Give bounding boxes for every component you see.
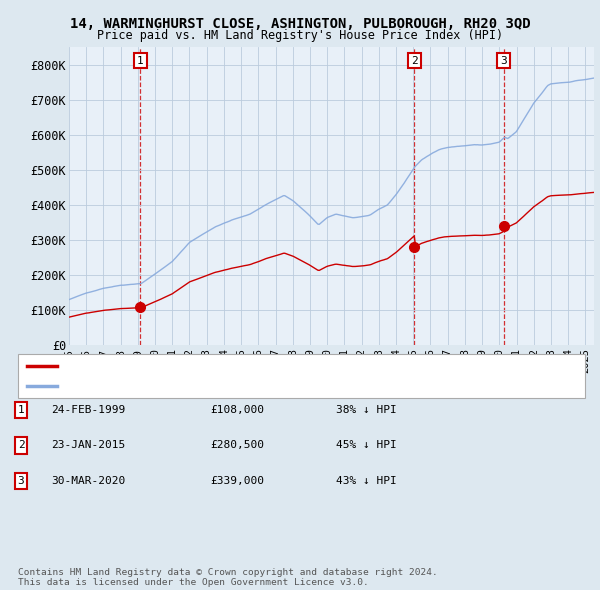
Text: £108,000: £108,000 bbox=[210, 405, 264, 415]
Text: Contains HM Land Registry data © Crown copyright and database right 2024.
This d: Contains HM Land Registry data © Crown c… bbox=[18, 568, 438, 587]
Text: 3: 3 bbox=[500, 55, 507, 65]
Text: £339,000: £339,000 bbox=[210, 476, 264, 486]
Text: 38% ↓ HPI: 38% ↓ HPI bbox=[336, 405, 397, 415]
Text: 1: 1 bbox=[137, 55, 144, 65]
Text: HPI: Average price, detached house, Horsham: HPI: Average price, detached house, Hors… bbox=[63, 381, 316, 391]
Text: 14, WARMINGHURST CLOSE, ASHINGTON, PULBOROUGH, RH20 3QD (detached house): 14, WARMINGHURST CLOSE, ASHINGTON, PULBO… bbox=[63, 362, 486, 371]
Text: 3: 3 bbox=[17, 476, 25, 486]
Text: 23-JAN-2015: 23-JAN-2015 bbox=[51, 441, 125, 450]
Text: £280,500: £280,500 bbox=[210, 441, 264, 450]
Text: 2: 2 bbox=[411, 55, 418, 65]
Text: 24-FEB-1999: 24-FEB-1999 bbox=[51, 405, 125, 415]
Text: 2: 2 bbox=[17, 441, 25, 450]
Text: 45% ↓ HPI: 45% ↓ HPI bbox=[336, 441, 397, 450]
Text: 14, WARMINGHURST CLOSE, ASHINGTON, PULBOROUGH, RH20 3QD: 14, WARMINGHURST CLOSE, ASHINGTON, PULBO… bbox=[70, 17, 530, 31]
Text: Price paid vs. HM Land Registry's House Price Index (HPI): Price paid vs. HM Land Registry's House … bbox=[97, 30, 503, 42]
Text: 43% ↓ HPI: 43% ↓ HPI bbox=[336, 476, 397, 486]
Text: 1: 1 bbox=[17, 405, 25, 415]
Text: 30-MAR-2020: 30-MAR-2020 bbox=[51, 476, 125, 486]
